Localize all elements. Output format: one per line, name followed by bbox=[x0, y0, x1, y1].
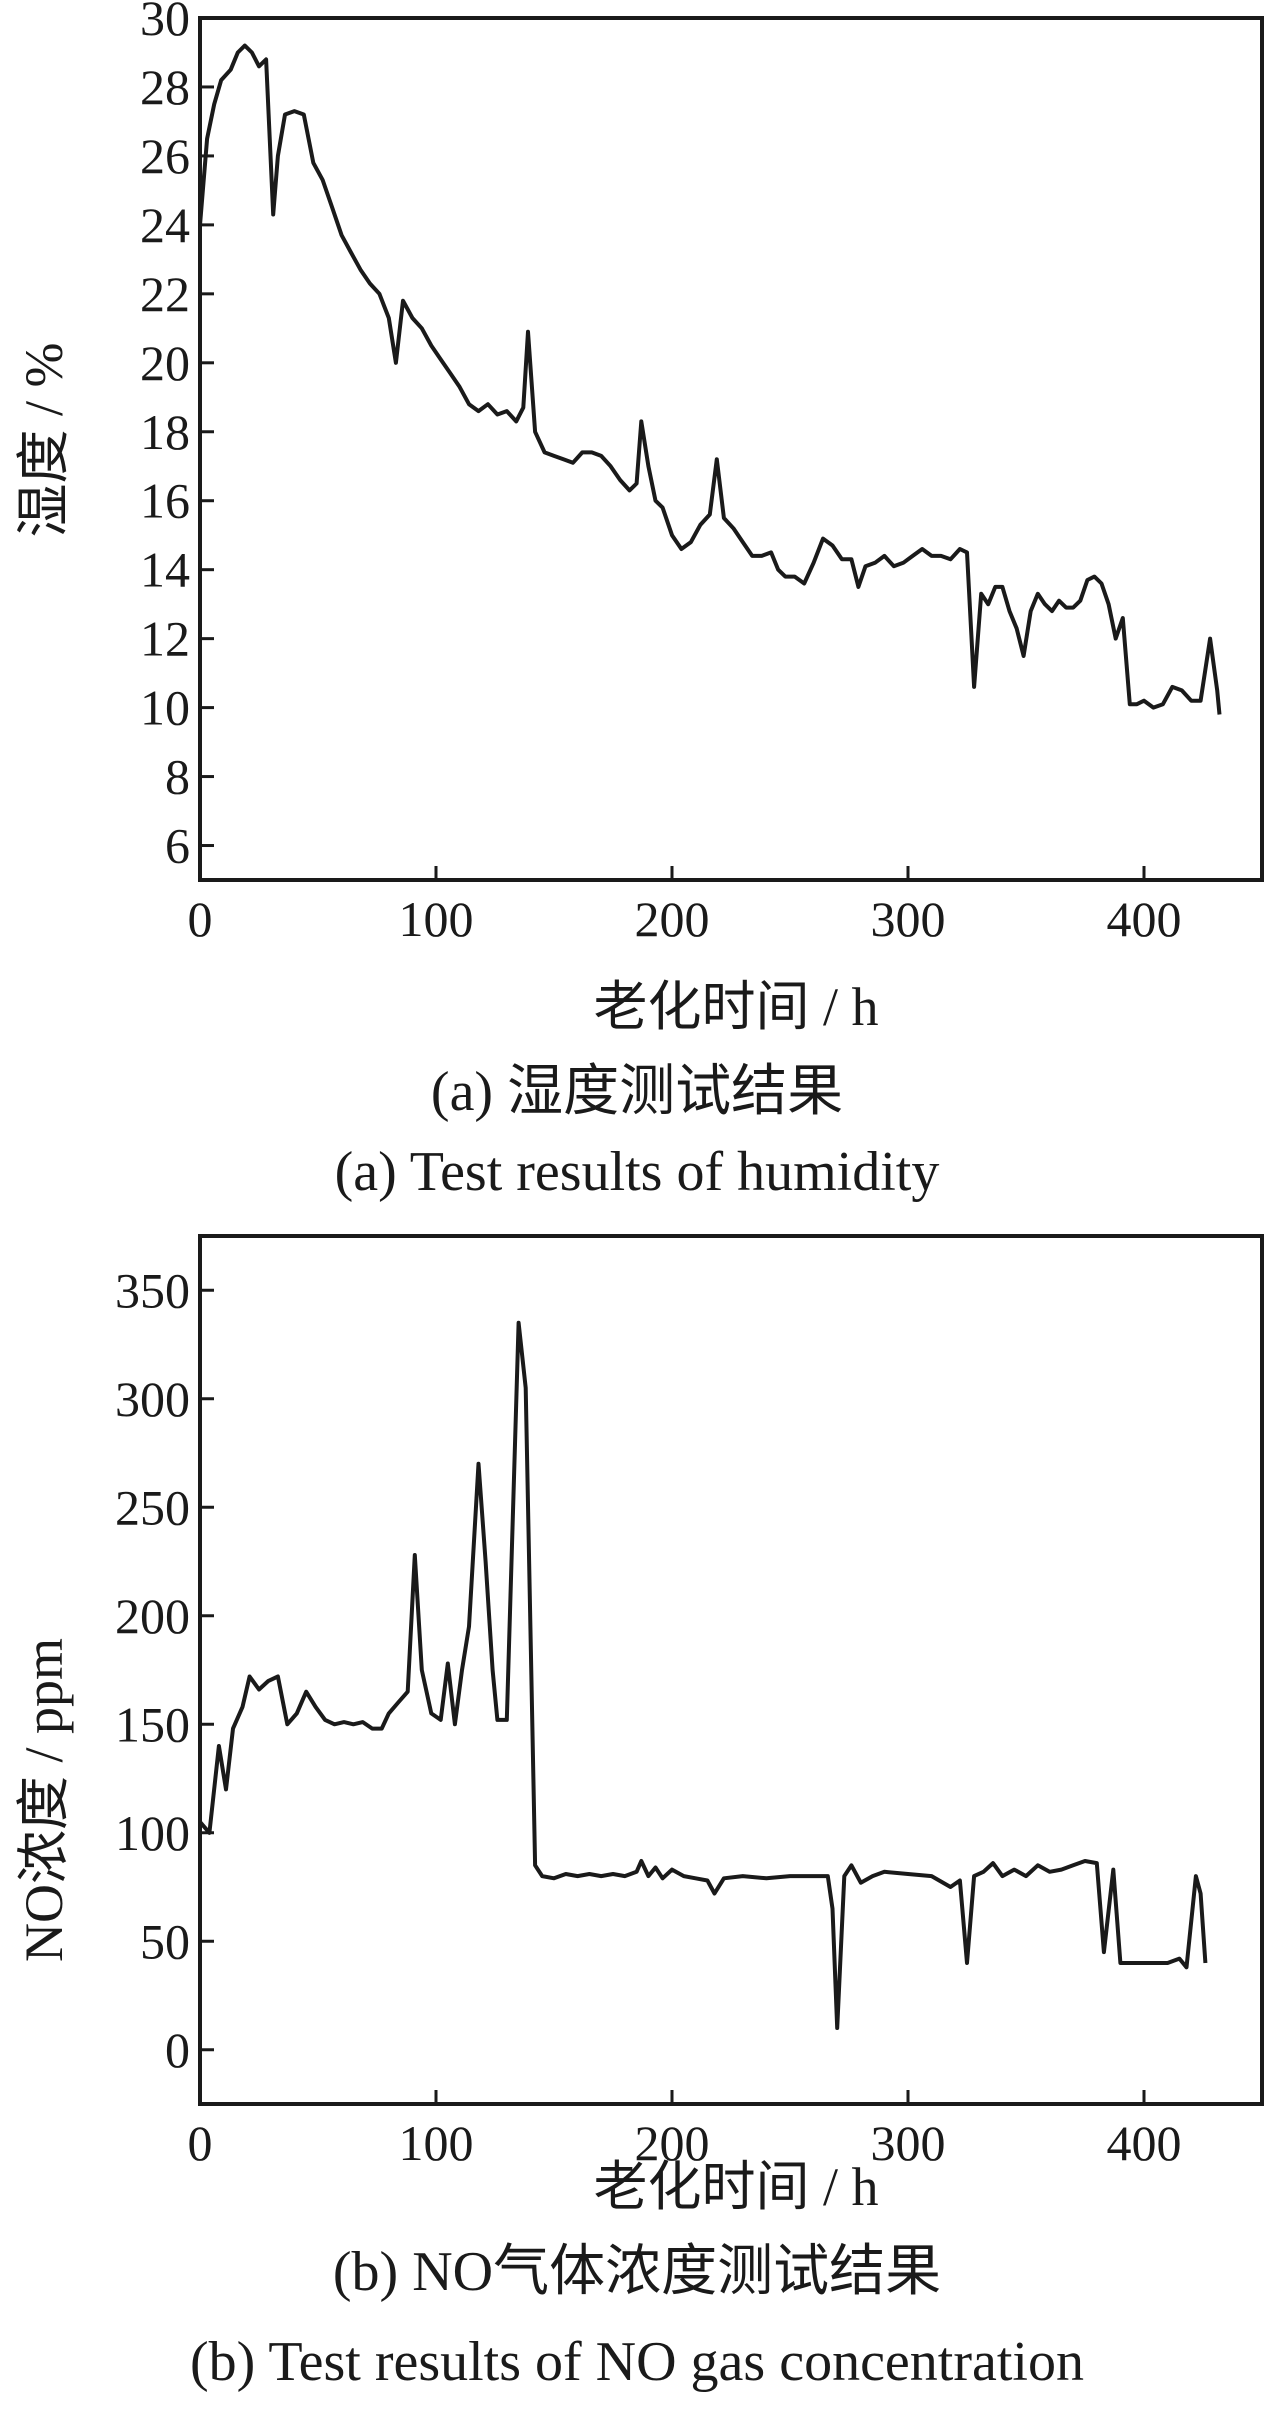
y-tick-label: 18 bbox=[140, 404, 190, 460]
x-tick-label: 0 bbox=[188, 2115, 213, 2171]
y-tick-label: 200 bbox=[115, 1588, 190, 1644]
y-tick-label: 28 bbox=[140, 59, 190, 115]
y-axis-title: 湿度 / % bbox=[14, 343, 74, 538]
plot-frame bbox=[198, 16, 1264, 882]
no-concentration-chart: 0 100 200 300 400 0 50 100 150 200 250 300 350 NO浓度 … bbox=[14, 1234, 1264, 2217]
plot-frame bbox=[198, 1234, 1264, 2106]
y-tick-label: 14 bbox=[140, 542, 190, 598]
x-tick-label: 400 bbox=[1107, 891, 1182, 947]
y-tick-label: 6 bbox=[165, 818, 190, 874]
y-tick-label: 50 bbox=[140, 1913, 190, 1969]
y-tick-label: 26 bbox=[140, 128, 190, 184]
series-line bbox=[198, 43, 1222, 715]
y-tick-label: 24 bbox=[140, 197, 190, 253]
y-tick-label: 300 bbox=[115, 1371, 190, 1427]
y-tick-label: 30 bbox=[140, 0, 190, 46]
x-tick-label: 200 bbox=[635, 2115, 710, 2171]
x-tick-label: 300 bbox=[871, 891, 946, 947]
x-tick-label: 100 bbox=[399, 2115, 474, 2171]
caption-a-chinese: (a) 湿度测试结果 bbox=[430, 1061, 844, 1123]
x-axis-title: 老化时间 / h bbox=[593, 977, 878, 1037]
y-tick-label: 16 bbox=[140, 473, 190, 529]
caption-b-english: (b) Test results of NO gas concentration bbox=[190, 2331, 1084, 2393]
x-tick-label: 200 bbox=[635, 891, 710, 947]
y-tick-label: 350 bbox=[115, 1262, 190, 1318]
y-axis-title: NO浓度 / ppm bbox=[14, 1638, 74, 1962]
y-tick-label: 12 bbox=[140, 611, 190, 667]
y-tick-label: 20 bbox=[140, 335, 190, 391]
caption-b-chinese: (b) NO气体浓度测试结果 bbox=[332, 2241, 942, 2303]
y-tick-label: 0 bbox=[165, 2022, 190, 2078]
humidity-chart: 0 100 200 300 400 6 8 10 12 14 16 18 20 22 24 26 28 30 湿度… bbox=[14, 0, 1264, 1037]
y-tick-label: 10 bbox=[140, 680, 190, 736]
x-tick-label: 100 bbox=[399, 891, 474, 947]
caption-a-english: (a) Test results of humidity bbox=[334, 1141, 940, 1203]
y-tick-label: 8 bbox=[165, 749, 190, 805]
y-tick-label: 22 bbox=[140, 266, 190, 322]
x-tick-label: 400 bbox=[1107, 2115, 1182, 2171]
x-axis-title: 老化时间 / h bbox=[593, 2157, 878, 2217]
y-tick-label: 100 bbox=[115, 1805, 190, 1861]
x-tick-label: 0 bbox=[188, 891, 213, 947]
y-tick-label: 250 bbox=[115, 1479, 190, 1535]
y-tick-label: 150 bbox=[115, 1696, 190, 1752]
series-line bbox=[198, 1320, 1208, 2030]
x-tick-label: 300 bbox=[871, 2115, 946, 2171]
